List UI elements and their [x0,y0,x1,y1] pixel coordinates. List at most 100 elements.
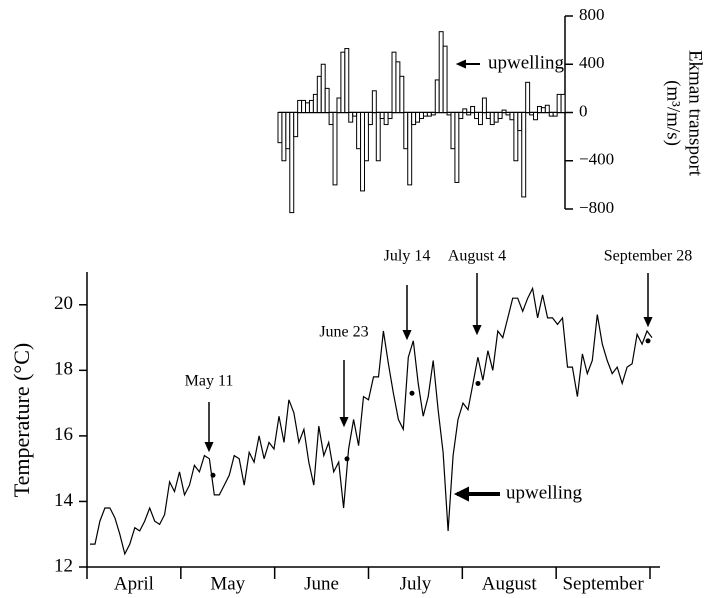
marker-point [475,380,481,386]
bar [403,112,409,150]
bar [371,90,377,113]
bar [552,112,558,117]
bar [454,112,460,183]
bar [556,93,562,113]
y-tick-label: −800 [579,198,614,217]
bar [324,87,330,113]
bar [352,112,358,117]
y-tick-label: 16 [54,424,73,445]
y-tick-label: 400 [579,53,605,72]
bar [305,102,310,113]
bar [363,112,369,162]
bar [442,45,448,113]
bar [430,112,436,116]
bar [533,112,538,121]
marker-point [409,390,415,396]
bar [450,112,456,150]
bar [348,112,354,123]
bar [395,61,401,113]
bar [356,112,362,150]
date-annotation: June 23 [319,324,368,341]
bar [336,97,342,114]
bar [367,112,373,126]
bar [312,93,318,113]
y-axis-units: (m³/m/s) [663,80,684,146]
x-tick-label: September [562,573,644,594]
bar [387,112,393,120]
bar [411,112,417,126]
bar [505,112,511,116]
date-annotation: August 4 [448,248,506,265]
bar [379,112,385,120]
bar [513,112,519,162]
bar [289,112,295,214]
bar [521,112,527,198]
bar [399,75,405,113]
bar [478,112,483,126]
bar [340,51,346,113]
temperature-line [90,286,653,556]
marker-point [210,472,216,478]
marker-point [344,456,350,462]
annotation: upwelling [506,482,582,503]
bar [383,112,389,126]
bar [501,109,507,114]
bar [529,112,535,116]
x-tick-label: August [482,573,538,594]
bar [375,112,381,162]
bar [517,112,523,132]
bar [419,112,424,120]
bar [281,112,287,162]
y-axis-label: Ekman transport [685,50,706,177]
bar [407,112,413,186]
bar [391,51,397,113]
bar [297,99,303,113]
bar [560,93,566,113]
y-tick-label: −400 [579,150,614,169]
bar [509,112,515,121]
date-annotation: May 11 [185,373,234,390]
bar [489,112,495,126]
bar [328,112,334,126]
bar [285,112,291,150]
bar [446,112,452,116]
bar [481,97,487,114]
bar [344,48,350,113]
bar [434,79,440,113]
bar [493,112,499,123]
bar [462,108,468,113]
y-tick-label: 800 [579,5,605,24]
bar [316,75,322,113]
bar [540,107,546,114]
y-axis-label: Temperature (°C) [9,343,34,497]
bar [458,112,464,120]
bar [544,104,550,113]
x-tick-label: July [400,573,432,594]
bar [360,112,365,192]
bar [525,81,531,113]
x-tick-label: June [304,573,339,594]
bar [438,31,444,113]
bar [320,63,326,113]
bar [548,112,554,117]
bar [308,99,314,113]
bar [332,112,338,186]
bar [474,112,480,120]
bar [426,112,432,117]
annotation: upwelling [488,52,564,73]
marker-point [645,338,651,344]
bar [536,105,542,113]
date-annotation: September 28 [604,248,692,265]
bar [277,112,283,144]
bar [497,112,503,120]
bar [293,112,299,138]
bar [415,112,421,123]
x-tick-label: May [210,573,245,594]
y-tick-label: 0 [579,101,588,120]
y-tick-label: 18 [54,359,73,380]
bar [301,99,307,113]
bar [422,112,428,117]
date-annotation: July 14 [384,248,431,265]
y-tick-label: 20 [54,293,73,314]
